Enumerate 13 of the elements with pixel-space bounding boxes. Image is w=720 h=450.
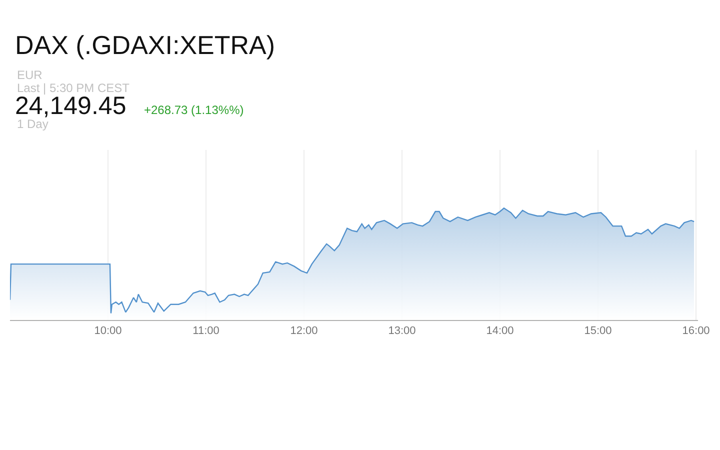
x-tick-label: 10:00: [94, 325, 122, 338]
x-tick-label: 14:00: [486, 325, 514, 338]
chart-title: DAX (.GDAXI:XETRA): [15, 30, 276, 60]
text: 1 Day: [17, 117, 48, 131]
x-tick-label: 12:00: [290, 325, 318, 338]
x-tick-label: 11:00: [192, 325, 220, 338]
x-tick-label: 15:00: [584, 325, 612, 338]
x-tick-label: 13:00: [388, 325, 416, 338]
text: 24,149.45: [15, 92, 126, 120]
text: Last | 5:30 PM CEST: [17, 81, 130, 95]
text: EUR: [17, 68, 43, 82]
text: +268.73 (1.13%%): [144, 103, 244, 117]
x-tick-label: 16:00: [682, 325, 710, 338]
